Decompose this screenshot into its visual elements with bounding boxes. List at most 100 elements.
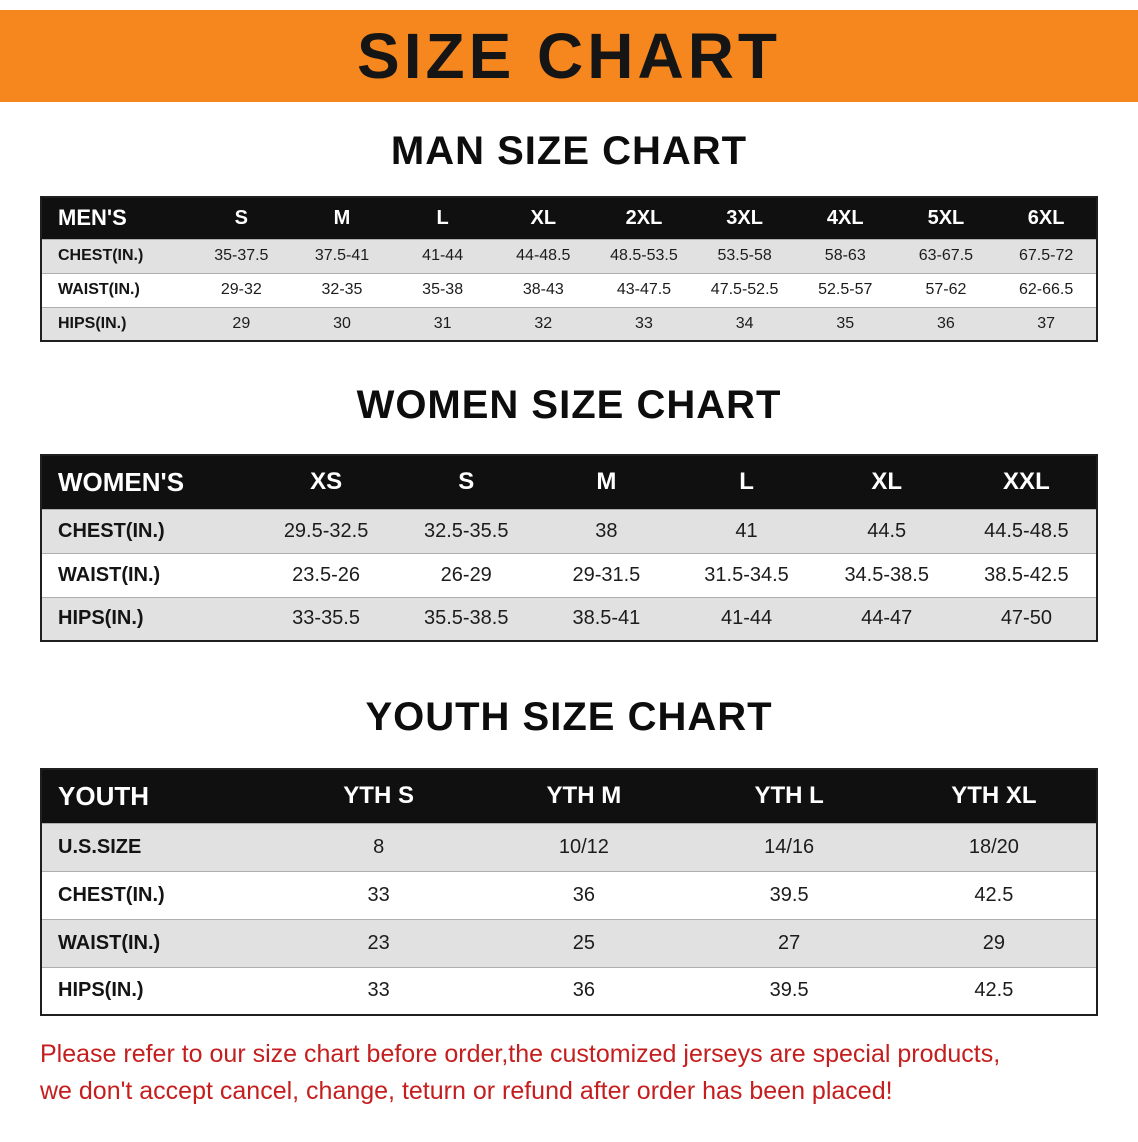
measurement-row: CHEST(IN.) 29.5-32.5 32.5-35.5 38 41 44.5 44.5… [41,509,1097,553]
measurement-value: 32 [534,314,553,332]
disclaimer-line-2: we don't accept cancel, change, teturn o… [40,1077,893,1105]
measurement-value: 34 [735,314,754,332]
size-column-header: L [392,197,493,239]
measurement-value: 42.5 [974,883,1014,906]
measurement-value: 41-44 [422,247,464,264]
measurement-value: 67.5-72 [1018,247,1074,264]
measurement-label: CHEST(IN.) [58,247,144,264]
measurement-label: CHEST(IN.) [58,519,165,542]
measurement-value: 38.5-41 [572,607,641,630]
measurement-row: WAIST(IN.) 23 25 27 29 [41,919,1097,967]
measurement-value: 57-62 [925,281,967,298]
measurement-value: 39.5 [769,883,809,906]
men-section-heading: MAN SIZE CHART [390,129,748,173]
measurement-value: 33-35.5 [292,607,360,630]
measurement-value: 37 [1037,314,1056,332]
measurement-value: 29 [232,314,251,332]
table-title-cell: WOMEN'S [41,455,256,509]
measurement-value: 36 [937,314,955,332]
size-column-header: XXL [956,455,1097,509]
youth-size-table: YOUTH YTH S YTH M YTH L YTH XL U.S.SIZE 8 10/12… [40,768,1098,1016]
size-header-row: WOMEN'S XS S M L XL XXL [41,455,1097,509]
measurement-value: 37.5-41 [314,247,370,264]
measurement-value: 32-35 [321,281,363,298]
measurement-value: 41 [735,519,758,542]
size-column-header: YTH L [686,769,892,823]
size-header-row: YOUTH YTH S YTH M YTH L YTH XL [41,769,1097,823]
measurement-label: WAIST(IN.) [58,281,140,298]
women-section-heading: WOMEN SIZE CHART [356,383,782,427]
measurement-value: 41-44 [720,607,773,630]
measurement-value: 35 [836,314,855,332]
measurement-value: 29-32 [220,281,262,298]
measurement-label: HIPS(IN.) [58,979,144,1002]
measurement-value: 62-66.5 [1018,281,1074,298]
measurement-value: 63-67.5 [918,247,974,264]
measurement-value: 25 [572,931,595,954]
size-column-header: 2XL [593,197,695,239]
measurement-row: CHEST(IN.) 35-37.5 37.5-41 41-44 44-48.5 48.5… [41,239,1097,273]
measurement-value: 39.5 [769,979,809,1002]
size-column-header: 4XL [794,197,896,239]
measurement-row: CHEST(IN.) 33 36 39.5 42.5 [41,871,1097,919]
measurement-value: 8 [373,835,385,858]
measurement-value: 29.5-32.5 [283,519,369,542]
measurement-row: U.S.SIZE 8 10/12 14/16 18/20 [41,823,1097,871]
measurement-value: 38-43 [522,281,564,298]
size-column-header: L [676,455,817,509]
measurement-value: 44-48.5 [516,247,571,264]
men-size-table: MEN'S S M L XL 2XL 3XL 4XL 5XL 6XL CHEST(IN.) 35-37… [40,196,1098,342]
women-size-table: WOMEN'S XS S M L XL XXL CHEST(IN.) 29.5-32.5 32.5… [40,454,1098,642]
size-column-header: S [396,455,537,509]
size-header-row: MEN'S S M L XL 2XL 3XL 4XL 5XL 6XL [41,197,1097,239]
size-column-header: 6XL [996,197,1097,239]
measurement-value: 43-47.5 [616,281,672,298]
measurement-row: HIPS(IN.) 29 30 31 32 33 34 35 36 37 [41,307,1097,341]
measurement-value: 44.5-48.5 [984,519,1069,542]
measurement-value: 31.5-34.5 [704,563,789,586]
measurement-value: 14/16 [764,835,815,858]
measurement-value: 47.5-52.5 [710,281,779,298]
size-column-header: M [536,455,677,509]
measurement-label: HIPS(IN.) [58,314,127,332]
size-column-header: YTH XL [891,769,1097,823]
table-title-cell: YOUTH [41,769,276,823]
size-column-header: S [191,197,292,239]
measurement-value: 42.5 [974,979,1014,1002]
size-column-header: 5XL [895,197,997,239]
measurement-label: WAIST(IN.) [58,563,161,586]
size-chart-banner: SIZE CHART [0,10,1138,102]
measurement-label: HIPS(IN.) [58,607,144,630]
measurement-label: WAIST(IN.) [58,931,161,954]
disclaimer-line-1: Please refer to our size chart before or… [40,1040,1001,1068]
measurement-value: 38.5-42.5 [984,563,1069,586]
size-column-header: M [291,197,393,239]
measurement-value: 35-37.5 [214,247,269,264]
measurement-value: 33 [367,979,390,1002]
measurement-value: 31 [433,314,452,332]
measurement-label: U.S.SIZE [58,835,142,858]
measurement-value: 18/20 [968,835,1019,858]
measurement-value: 47-50 [1000,607,1052,630]
measurement-label: CHEST(IN.) [58,883,165,906]
measurement-value: 36 [572,883,595,906]
measurement-value: 36 [572,979,595,1002]
measurement-value: 33 [635,314,653,332]
measurement-value: 29-31.5 [572,563,641,586]
measurement-value: 32.5-35.5 [423,519,509,542]
measurement-value: 53.5-58 [717,247,772,264]
disclaimer: Please refer to our size chart before or… [40,1036,1138,1110]
measurement-value: 26-29 [440,563,492,586]
size-column-header: YTH S [276,769,482,823]
measurement-value: 38 [595,519,618,542]
size-column-header: 3XL [694,197,795,239]
measurement-row: HIPS(IN.) 33 36 39.5 42.5 [41,967,1097,1015]
measurement-value: 35.5-38.5 [423,607,509,630]
table-title-cell: MEN'S [41,197,191,239]
youth-section-heading: YOUTH SIZE CHART [365,695,773,739]
measurement-value: 48.5-53.5 [610,247,678,264]
measurement-row: WAIST(IN.) 23.5-26 26-29 29-31.5 31.5-34.5 34… [41,553,1097,597]
measurement-value: 23 [367,931,390,954]
measurement-value: 52.5-57 [818,281,873,298]
measurement-value: 10/12 [558,835,609,858]
